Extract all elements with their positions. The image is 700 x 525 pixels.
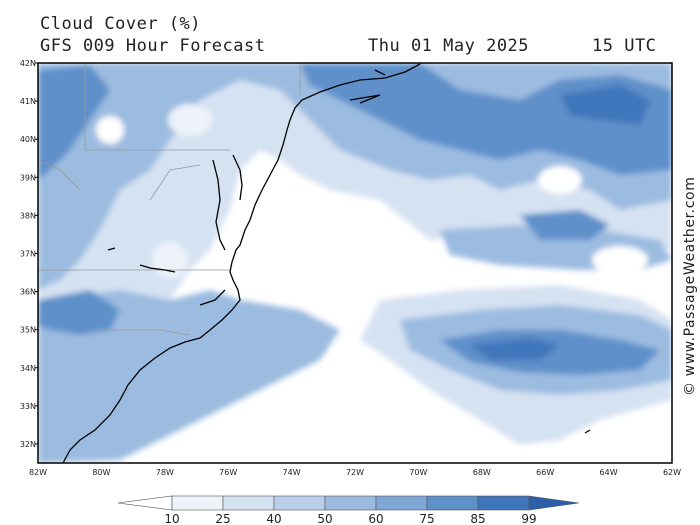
longitude-label: 74W [283,468,301,477]
latitude-label: 37N [20,249,36,258]
longitude-label: 72W [346,468,364,477]
longitude-label: 78W [156,468,174,477]
chart-title: Cloud Cover (%) [40,14,202,34]
coastline [62,63,591,464]
latitude-label: 40N [20,135,36,144]
legend-level-label: 50 [317,512,332,525]
legend-level-label: 85 [470,512,485,525]
latitude-label: 34N [20,364,36,373]
latitude-label: 39N [20,173,36,182]
latitude-label: 41N [20,97,36,106]
state-borders [37,63,301,336]
latitude-label: 35N [20,326,36,335]
legend-level-label: 10 [164,512,179,525]
forecast-subtitle: GFS 009 Hour Forecast [40,36,266,56]
watermark-text: © www.PassageWeather.com [682,177,698,396]
legend-swatch [222,495,275,511]
legend-swatch [324,495,377,511]
longitude-label: 76W [219,468,237,477]
longitude-label: 70W [409,468,427,477]
cloud-layer [38,63,672,463]
latitude-label: 32N [20,440,36,449]
longitude-label: 64W [600,468,618,477]
legend-level-label: 25 [215,512,230,525]
legend-swatch [273,495,326,511]
longitude-label: 62W [663,468,681,477]
forecast-date: Thu 01 May 2025 [368,36,530,56]
latitude-label: 33N [20,402,36,411]
legend-swatch [375,495,428,511]
latitude-label: 38N [20,211,36,220]
longitude-label: 68W [473,468,491,477]
legend-min-arrow [117,495,173,511]
watermark: © www.PassageWeather.com [682,177,698,396]
legend-level-label: 60 [368,512,383,525]
map-frame [37,62,673,464]
latitude-label: 36N [20,288,36,297]
longitude-axis: 82W 80W 78W 76W 74W 72W 70W 68W 66W 64W 62W [29,468,681,477]
forecast-time: 15 UTC [592,36,657,56]
legend-labels: 10 25 40 50 60 75 85 99 [164,512,536,525]
latitude-label: 42N [20,59,36,68]
legend: 10 25 40 50 60 75 85 99 [117,495,580,525]
legend-level-label: 40 [266,512,281,525]
legend-level-label: 99 [521,512,536,525]
legend-swatch [171,495,224,511]
legend-swatch [477,495,530,511]
legend-swatch [426,495,479,511]
longitude-label: 66W [536,468,554,477]
longitude-label: 80W [92,468,110,477]
legend-level-label: 75 [419,512,434,525]
latitude-axis: 42N 41N 40N 39N 38N 37N 36N 35N 34N 33N 32N [20,59,38,449]
legend-colorbar [117,495,580,511]
longitude-label: 82W [29,468,47,477]
legend-max-arrow [528,495,580,511]
